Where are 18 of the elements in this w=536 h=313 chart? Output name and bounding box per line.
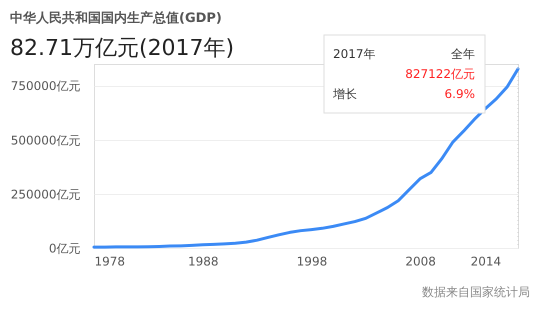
y-tick-label: 250000亿元 — [10, 187, 80, 202]
line-series — [92, 67, 520, 249]
annotation: 827122亿元 — [405, 67, 475, 81]
annotation: 6.9% — [444, 87, 475, 101]
y-tick-label: 500000亿元 — [10, 133, 80, 148]
x-tick-label: 2008 — [405, 254, 436, 268]
text: 2017年 — [333, 47, 376, 61]
text: 全年 — [451, 47, 475, 61]
x-tick-label: 1978 — [94, 254, 126, 268]
x-tick-label: 1988 — [188, 254, 218, 268]
text: 数据来自国家统计局 — [422, 285, 530, 299]
x-tick-label: 2014 — [470, 254, 502, 268]
y-tick-label: 750000亿元 — [10, 79, 80, 94]
chart-title: 中华人民共和国国内生产总值(GDP) — [10, 10, 222, 26]
y-tick-label: 0亿元 — [48, 242, 80, 256]
annotation: 增长 — [332, 87, 357, 101]
chart-subtitle: 82.71万亿元(2017年) — [10, 36, 234, 61]
x-tick-label: 1998 — [296, 254, 328, 268]
